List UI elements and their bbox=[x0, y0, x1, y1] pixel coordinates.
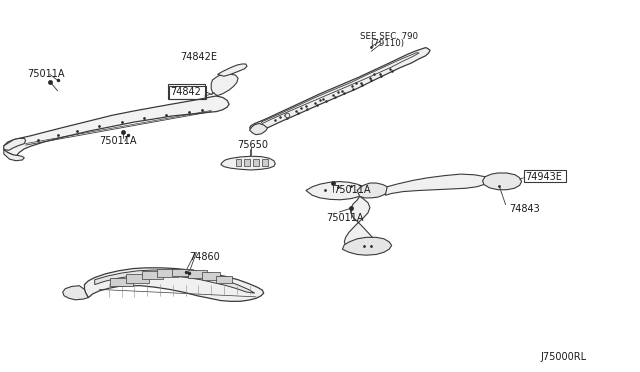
Polygon shape bbox=[221, 156, 275, 170]
Text: SEE SEC. 790: SEE SEC. 790 bbox=[360, 32, 418, 41]
Text: J75000RL: J75000RL bbox=[541, 352, 587, 362]
Text: 74843: 74843 bbox=[509, 204, 540, 214]
Text: (79110): (79110) bbox=[370, 39, 404, 48]
Polygon shape bbox=[84, 268, 264, 301]
FancyBboxPatch shape bbox=[110, 278, 133, 286]
Text: 74842E: 74842E bbox=[180, 52, 218, 61]
Polygon shape bbox=[244, 159, 250, 166]
Text: 74943E: 74943E bbox=[525, 172, 562, 182]
Text: 75011A: 75011A bbox=[333, 186, 371, 195]
FancyBboxPatch shape bbox=[126, 274, 149, 283]
Polygon shape bbox=[306, 182, 366, 200]
Text: 75011A: 75011A bbox=[99, 137, 137, 146]
Polygon shape bbox=[262, 159, 268, 166]
Polygon shape bbox=[344, 196, 374, 250]
Text: 74842: 74842 bbox=[170, 87, 201, 97]
Polygon shape bbox=[63, 286, 88, 300]
Polygon shape bbox=[357, 183, 389, 198]
Text: 75011A: 75011A bbox=[27, 70, 65, 79]
Polygon shape bbox=[4, 150, 24, 161]
Text: 74860: 74860 bbox=[189, 252, 220, 262]
Polygon shape bbox=[385, 174, 488, 195]
Polygon shape bbox=[4, 96, 229, 156]
Polygon shape bbox=[236, 159, 241, 166]
Bar bbox=[169, 86, 206, 99]
FancyBboxPatch shape bbox=[172, 269, 193, 276]
FancyBboxPatch shape bbox=[216, 276, 232, 283]
FancyBboxPatch shape bbox=[202, 272, 220, 280]
Polygon shape bbox=[250, 124, 268, 135]
Bar bbox=[168, 84, 205, 99]
Bar bbox=[524, 170, 566, 182]
Polygon shape bbox=[218, 64, 247, 76]
Polygon shape bbox=[95, 270, 255, 293]
Polygon shape bbox=[253, 159, 259, 166]
FancyBboxPatch shape bbox=[188, 270, 207, 278]
Polygon shape bbox=[211, 74, 238, 96]
Polygon shape bbox=[342, 237, 392, 255]
FancyBboxPatch shape bbox=[142, 271, 163, 279]
Polygon shape bbox=[483, 173, 522, 190]
Text: 75011A: 75011A bbox=[326, 213, 364, 222]
Polygon shape bbox=[250, 48, 430, 132]
FancyBboxPatch shape bbox=[157, 269, 178, 277]
Text: 75650: 75650 bbox=[237, 140, 268, 150]
Polygon shape bbox=[4, 138, 26, 150]
